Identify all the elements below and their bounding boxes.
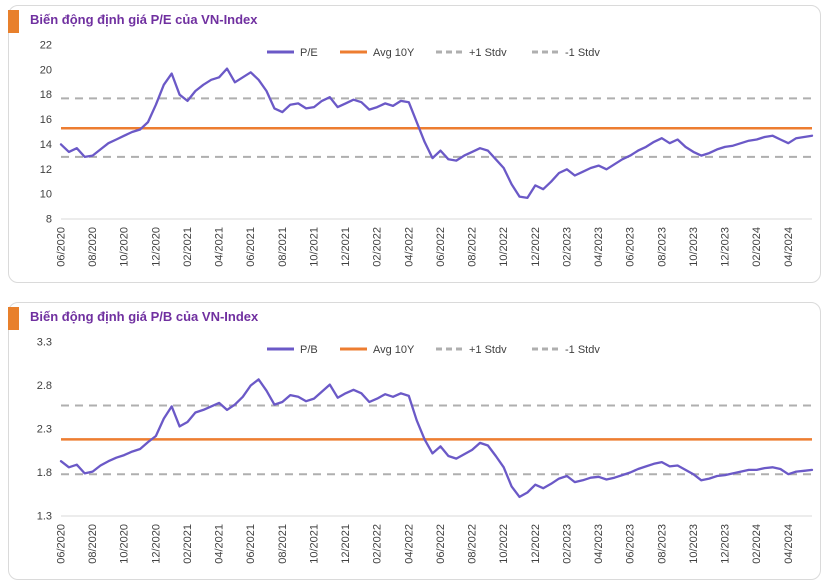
- svg-text:06/2023: 06/2023: [625, 524, 637, 564]
- pe-chart: 8 10 12 14 16 18 20 22 06/2020 08/2020 10/2020 12/2…: [9, 31, 820, 281]
- svg-text:10: 10: [40, 189, 52, 201]
- svg-text:2.3: 2.3: [37, 424, 52, 436]
- svg-text:14: 14: [40, 139, 52, 151]
- svg-text:10/2023: 10/2023: [688, 524, 700, 564]
- svg-text:04/2021: 04/2021: [214, 524, 226, 564]
- svg-text:+1 Stdv: +1 Stdv: [469, 344, 507, 356]
- x-axis-tick-labels: 06/2020 08/2020 10/2020 12/2020 02/2021 04/20…: [56, 227, 795, 267]
- svg-text:Avg 10Y: Avg 10Y: [373, 47, 415, 59]
- svg-text:10/2020: 10/2020: [119, 227, 131, 267]
- pb-chart: 1.3 1.8 2.3 2.8 3.3 06/2020 08/2020 10/2020 12/2…: [9, 328, 820, 578]
- svg-text:06/2021: 06/2021: [245, 227, 257, 267]
- svg-text:10/2023: 10/2023: [688, 227, 700, 267]
- svg-text:02/2024: 02/2024: [751, 524, 763, 564]
- svg-text:-1 Stdv: -1 Stdv: [565, 47, 600, 59]
- svg-text:06/2021: 06/2021: [245, 524, 257, 564]
- svg-text:+1 Stdv: +1 Stdv: [469, 47, 507, 59]
- svg-text:08/2021: 08/2021: [277, 524, 289, 564]
- legend: P/B Avg 10Y +1 Stdv -1 Stdv: [267, 344, 600, 356]
- svg-text:8: 8: [46, 214, 52, 226]
- pb-chart-panel: Biến động định giá P/B của VN-Index 1.3 1…: [8, 302, 821, 580]
- svg-text:3.3: 3.3: [37, 337, 52, 349]
- legend: P/E Avg 10Y +1 Stdv -1 Stdv: [267, 47, 600, 59]
- svg-text:06/2020: 06/2020: [56, 227, 68, 267]
- svg-text:06/2022: 06/2022: [435, 227, 447, 267]
- svg-text:16: 16: [40, 114, 52, 126]
- svg-text:04/2021: 04/2021: [214, 227, 226, 267]
- svg-text:12/2023: 12/2023: [720, 524, 732, 564]
- svg-text:1.8: 1.8: [37, 467, 52, 479]
- svg-text:08/2020: 08/2020: [87, 227, 99, 267]
- svg-text:02/2023: 02/2023: [561, 524, 573, 564]
- chart-svg: 8 10 12 14 16 18 20 22 06/2020 08/2020 10/2020 12/2…: [40, 40, 814, 267]
- svg-text:02/2021: 02/2021: [182, 227, 194, 267]
- y-axis-tick-labels: 1.3 1.8 2.3 2.8 3.3: [37, 337, 52, 523]
- svg-text:06/2022: 06/2022: [435, 524, 447, 564]
- svg-text:02/2022: 02/2022: [372, 524, 384, 564]
- svg-text:20: 20: [40, 64, 52, 76]
- svg-text:12/2023: 12/2023: [720, 227, 732, 267]
- svg-text:02/2024: 02/2024: [751, 227, 763, 267]
- chart-svg: 1.3 1.8 2.3 2.8 3.3 06/2020 08/2020 10/2020 12/2…: [37, 337, 814, 564]
- svg-text:04/2022: 04/2022: [403, 524, 415, 564]
- svg-text:10/2021: 10/2021: [309, 227, 321, 267]
- svg-text:12/2022: 12/2022: [530, 524, 542, 564]
- svg-text:08/2021: 08/2021: [277, 227, 289, 267]
- svg-text:10/2020: 10/2020: [119, 524, 131, 564]
- accent-marker: [8, 10, 19, 33]
- svg-text:06/2020: 06/2020: [56, 524, 68, 564]
- svg-text:02/2022: 02/2022: [372, 227, 384, 267]
- svg-text:04/2022: 04/2022: [403, 227, 415, 267]
- p-e-series-line: [59, 67, 814, 200]
- svg-text:08/2023: 08/2023: [656, 524, 668, 564]
- pe-chart-title: Biến động định giá P/E của VN-Index: [30, 12, 258, 27]
- svg-text:18: 18: [40, 89, 52, 101]
- svg-text:-1 Stdv: -1 Stdv: [565, 344, 600, 356]
- svg-text:10/2021: 10/2021: [309, 524, 321, 564]
- svg-text:06/2023: 06/2023: [625, 227, 637, 267]
- svg-text:Avg 10Y: Avg 10Y: [373, 344, 415, 356]
- svg-text:22: 22: [40, 40, 52, 52]
- svg-text:04/2023: 04/2023: [593, 227, 605, 267]
- svg-text:P/E: P/E: [300, 47, 318, 59]
- pb-chart-title: Biến động định giá P/B của VN-Index: [30, 309, 259, 324]
- svg-text:02/2021: 02/2021: [182, 524, 194, 564]
- svg-text:04/2024: 04/2024: [783, 227, 795, 267]
- svg-text:1.3: 1.3: [37, 511, 52, 523]
- svg-text:12/2020: 12/2020: [150, 524, 162, 564]
- svg-text:08/2022: 08/2022: [467, 227, 479, 267]
- accent-marker: [8, 307, 19, 330]
- svg-text:12: 12: [40, 164, 52, 176]
- pe-chart-panel: Biến động định giá P/E của VN-Index 8 10 1…: [8, 5, 821, 283]
- svg-text:10/2022: 10/2022: [498, 227, 510, 267]
- svg-text:P/B: P/B: [300, 344, 318, 356]
- svg-text:12/2021: 12/2021: [340, 227, 352, 267]
- svg-text:08/2023: 08/2023: [656, 227, 668, 267]
- svg-text:12/2020: 12/2020: [150, 227, 162, 267]
- svg-text:08/2020: 08/2020: [87, 524, 99, 564]
- p-b-series-line: [59, 378, 814, 499]
- svg-text:12/2021: 12/2021: [340, 524, 352, 564]
- y-axis-tick-labels: 8 10 12 14 16 18 20 22: [40, 40, 52, 226]
- svg-text:12/2022: 12/2022: [530, 227, 542, 267]
- svg-text:04/2024: 04/2024: [783, 524, 795, 564]
- svg-text:02/2023: 02/2023: [561, 227, 573, 267]
- svg-text:10/2022: 10/2022: [498, 524, 510, 564]
- svg-text:08/2022: 08/2022: [467, 524, 479, 564]
- x-axis-tick-labels: 06/2020 08/2020 10/2020 12/2020 02/2021 04/20…: [56, 524, 795, 564]
- svg-text:04/2023: 04/2023: [593, 524, 605, 564]
- svg-text:2.8: 2.8: [37, 380, 52, 392]
